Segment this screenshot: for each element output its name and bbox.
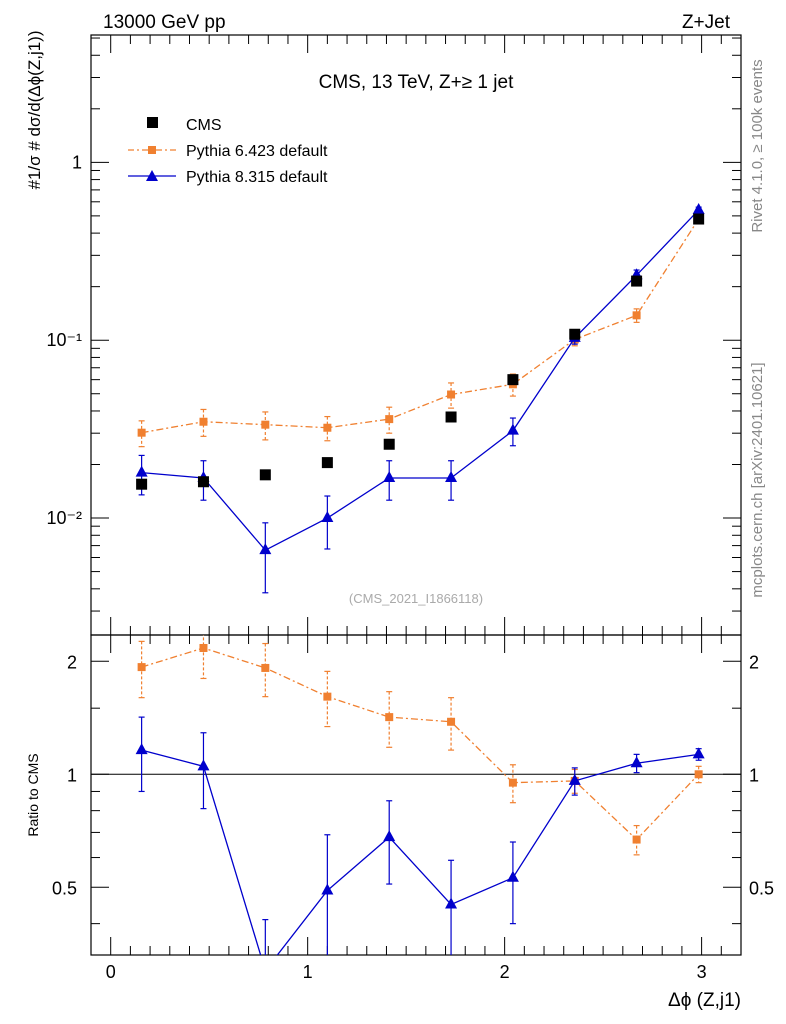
legend-py6-label: Pythia 6.423 default (186, 143, 328, 160)
py8-main-point (445, 470, 458, 482)
cms-main-point (197, 476, 209, 488)
py6-ratio-point (323, 692, 332, 701)
py8-ratio-point (506, 870, 519, 882)
py6-main-point (323, 423, 332, 432)
header-right: Z+Jet (682, 12, 731, 33)
main-y-axis-ticks: 1 10⁻¹ 10⁻² (46, 37, 741, 612)
main-ytick-label: 10⁻² (46, 508, 82, 528)
ratio-ytick-label-left: 0.5 (52, 878, 77, 898)
main-series-group (135, 202, 705, 594)
py6-main-group (137, 214, 703, 448)
py6-ratio-point (137, 663, 146, 672)
x-axis-ticks: 0 1 2 3 (90, 35, 742, 982)
py8-ratio-group (135, 716, 705, 975)
py6-ratio-point (447, 717, 456, 726)
py8-main-point (506, 423, 519, 435)
ratio-series-group (135, 635, 705, 975)
py8-ratio-point (383, 830, 396, 842)
py8-ratio-line (141, 749, 699, 955)
cms-main-point (693, 213, 705, 225)
py6-ratio-point (385, 713, 394, 722)
py8-ratio-point (197, 759, 210, 771)
x-tick-label: 0 (106, 962, 116, 982)
ratio-ytick-label-left: 1 (67, 765, 77, 785)
py8-ratio-point (692, 747, 705, 759)
ratio-ytick-label-left: 2 (67, 652, 77, 672)
py6-main-point (261, 420, 270, 429)
cms-main-point (569, 328, 581, 340)
py6-main-point (385, 415, 394, 424)
py8-ratio-point (135, 743, 148, 755)
cms-main-point (445, 411, 457, 423)
py8-main-point (135, 465, 148, 477)
py6-ratio-point (694, 770, 703, 779)
py6-main-point (199, 417, 208, 426)
py8-main-point (692, 202, 705, 214)
legend-py8-label: Pythia 8.315 default (186, 169, 328, 186)
chart-title: CMS, 13 TeV, Z+≥ 1 jet (319, 72, 514, 93)
x-tick-label: 2 (500, 962, 510, 982)
legend: CMS Pythia 6.423 default Pythia 8.315 de… (128, 117, 328, 186)
analysis-watermark: (CMS_2021_I1866118) (349, 591, 483, 606)
py8-main-line (141, 209, 700, 551)
cms-main-point (259, 469, 271, 481)
x-tick-label: 3 (697, 962, 707, 982)
cms-main-point (383, 438, 395, 450)
py8-ratio-point (568, 773, 581, 785)
py8-ratio-point (259, 964, 271, 975)
py6-main-point (137, 428, 146, 437)
rivet-label: Rivet 4.1.0, ≥ 100k events (749, 59, 766, 232)
py8-main-point (383, 470, 396, 482)
py8-main-group (135, 202, 705, 594)
py6-ratio-group (137, 635, 703, 856)
py8-main-point (321, 511, 334, 523)
py8-main-point (259, 543, 272, 555)
py8-ratio-point (321, 883, 334, 895)
ratio-ytick-label-right: 0.5 (749, 878, 774, 898)
main-y-label: #1/σ # dσ/d(Δϕ(Z,j1)) (25, 30, 44, 189)
cms-main-point (631, 275, 643, 287)
py6-ratio-point (261, 663, 270, 672)
py6-main-point (447, 390, 456, 399)
main-ytick-label: 1 (72, 152, 82, 172)
py6-ratio-point (199, 643, 208, 652)
cms-main-point (136, 478, 148, 490)
cms-main-point (507, 374, 519, 386)
ratio-y-axis-ticks: 2 2 1 1 0.5 0.5 (52, 652, 774, 925)
py8-ratio-point (630, 756, 643, 768)
ratio-panel-frame (90, 634, 742, 956)
main-ytick-label: 10⁻¹ (46, 330, 82, 350)
py6-main-point (632, 311, 641, 320)
x-tick-label: 1 (303, 962, 313, 982)
legend-cms-label: CMS (186, 117, 222, 134)
legend-py8-marker (146, 170, 158, 181)
legend-cms-marker (147, 117, 158, 128)
legend-py6-marker (148, 146, 156, 154)
cms-main-group (136, 213, 705, 490)
py6-ratio-line (141, 647, 700, 841)
py8-ratio-point (445, 897, 458, 909)
py6-ratio-point (508, 778, 517, 787)
mcplots-label: mcplots.cern.ch [arXiv:2401.10621] (749, 362, 766, 597)
ratio-ytick-label-right: 1 (749, 765, 759, 785)
x-axis-label: Δϕ (Z,j1) (668, 990, 741, 1011)
py6-ratio-point (632, 835, 641, 844)
ratio-y-label: Ratio to CMS (25, 753, 41, 836)
ratio-ytick-label-right: 2 (749, 652, 759, 672)
py6-main-line (141, 218, 700, 434)
cms-main-point (321, 457, 333, 469)
header-left: 13000 GeV pp (103, 12, 226, 33)
